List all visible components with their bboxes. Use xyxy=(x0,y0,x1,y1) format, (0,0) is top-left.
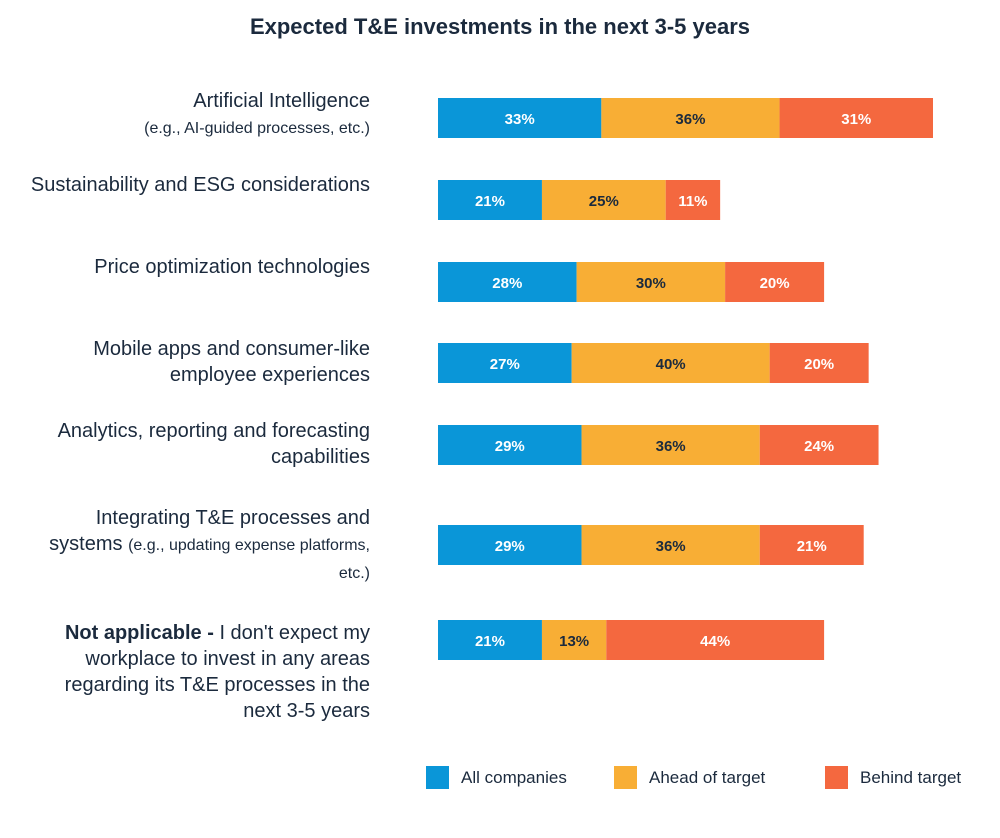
data-label-all-companies-5: 29% xyxy=(495,538,525,555)
data-label-ahead-of-target-3: 40% xyxy=(656,356,686,373)
bar-segment-behind-target-4 xyxy=(759,425,879,465)
data-label-behind-target-5: 21% xyxy=(797,538,827,555)
category-label-sub: (e.g., updating expense platforms, etc.) xyxy=(128,537,370,582)
data-label-ahead-of-target-6: 13% xyxy=(559,633,589,650)
legend-item-all-companies: All companies xyxy=(426,766,567,789)
bar-segment-all-companies-6 xyxy=(438,620,542,660)
legend-item-ahead-of-target: Ahead of target xyxy=(614,766,765,789)
category-label-main: Analytics, reporting and forecasting cap… xyxy=(57,420,370,468)
bar-segment-all-companies-4 xyxy=(438,425,582,465)
category-label-main: Mobile apps and consumer-like employee e… xyxy=(93,338,370,386)
legend-swatch-behind-target xyxy=(825,766,848,789)
legend-swatch-ahead-of-target xyxy=(614,766,637,789)
bar-segment-all-companies-3 xyxy=(438,343,572,383)
bar-segment-ahead-of-target-1 xyxy=(541,180,666,220)
data-label-ahead-of-target-1: 25% xyxy=(589,193,619,210)
bar-segment-all-companies-1 xyxy=(438,180,542,220)
category-label-sub: (e.g., AI-guided processes, etc.) xyxy=(144,120,370,137)
data-label-ahead-of-target-2: 30% xyxy=(636,275,666,292)
category-label-0: Artificial Intelligence (e.g., AI-guided … xyxy=(30,88,370,142)
category-label-3: Mobile apps and consumer-like employee e… xyxy=(30,336,370,388)
bar-segment-behind-target-0 xyxy=(779,98,933,138)
legend: All companies Ahead of target Behind tar… xyxy=(0,766,1000,796)
data-label-all-companies-3: 27% xyxy=(490,356,520,373)
bar-segment-behind-target-6 xyxy=(606,620,825,660)
bar-segment-all-companies-0 xyxy=(438,98,602,138)
data-label-behind-target-4: 24% xyxy=(804,438,834,455)
bar-segment-ahead-of-target-6 xyxy=(541,620,607,660)
data-label-all-companies-2: 28% xyxy=(492,275,522,292)
bar-segment-behind-target-5 xyxy=(759,525,864,565)
data-label-behind-target-1: 11% xyxy=(678,193,707,210)
category-label-main: Sustainability and ESG considerations xyxy=(30,174,370,196)
bar-segment-behind-target-3 xyxy=(769,343,869,383)
category-label-sub: I don't expect my workplace to invest in… xyxy=(64,622,370,722)
bar-segment-ahead-of-target-3 xyxy=(571,343,770,383)
legend-label-behind-target: Behind target xyxy=(860,767,962,787)
legend-label-all-companies: All companies xyxy=(461,767,567,787)
category-label-main: Price optimization technologies xyxy=(94,256,370,278)
legend-item-behind-target: Behind target xyxy=(825,766,961,789)
data-label-all-companies-6: 21% xyxy=(475,633,505,650)
category-label-main: Artificial Intelligence xyxy=(193,90,370,112)
bar-segment-behind-target-2 xyxy=(725,262,825,302)
bar-segment-behind-target-1 xyxy=(665,180,721,220)
data-label-behind-target-2: 20% xyxy=(760,275,790,292)
data-label-ahead-of-target-4: 36% xyxy=(656,438,686,455)
data-label-behind-target-6: 44% xyxy=(700,633,730,650)
category-label-6: Not applicable - I don't expect my workp… xyxy=(30,620,370,724)
bar-segment-all-companies-5 xyxy=(438,525,582,565)
category-label-1: Sustainability and ESG considerations xyxy=(30,172,370,198)
data-label-behind-target-3: 20% xyxy=(804,356,834,373)
category-label-5: Integrating T&E processes and systems (e… xyxy=(30,505,370,587)
data-label-all-companies-1: 21% xyxy=(475,193,505,210)
category-label-4: Analytics, reporting and forecasting cap… xyxy=(30,418,370,470)
bar-segment-ahead-of-target-2 xyxy=(576,262,726,302)
bar-segment-ahead-of-target-4 xyxy=(581,425,760,465)
data-label-all-companies-4: 29% xyxy=(495,438,525,455)
data-label-behind-target-0: 31% xyxy=(841,111,871,128)
bar-segment-all-companies-2 xyxy=(438,262,577,302)
category-label-2: Price optimization technologies xyxy=(30,254,370,280)
bar-segment-ahead-of-target-5 xyxy=(581,525,760,565)
legend-swatch-all-companies xyxy=(426,766,449,789)
legend-label-ahead-of-target: Ahead of target xyxy=(649,767,766,787)
category-label-main: Integrating T&E processes and systems xyxy=(49,507,370,555)
data-label-all-companies-0: 33% xyxy=(505,111,535,128)
data-label-ahead-of-target-5: 36% xyxy=(656,538,686,555)
chart-title: Expected T&E investments in the next 3-5… xyxy=(249,14,751,39)
data-label-ahead-of-target-0: 36% xyxy=(675,111,705,128)
bar-segment-ahead-of-target-0 xyxy=(601,98,780,138)
category-label-main: Not applicable - xyxy=(64,622,214,644)
